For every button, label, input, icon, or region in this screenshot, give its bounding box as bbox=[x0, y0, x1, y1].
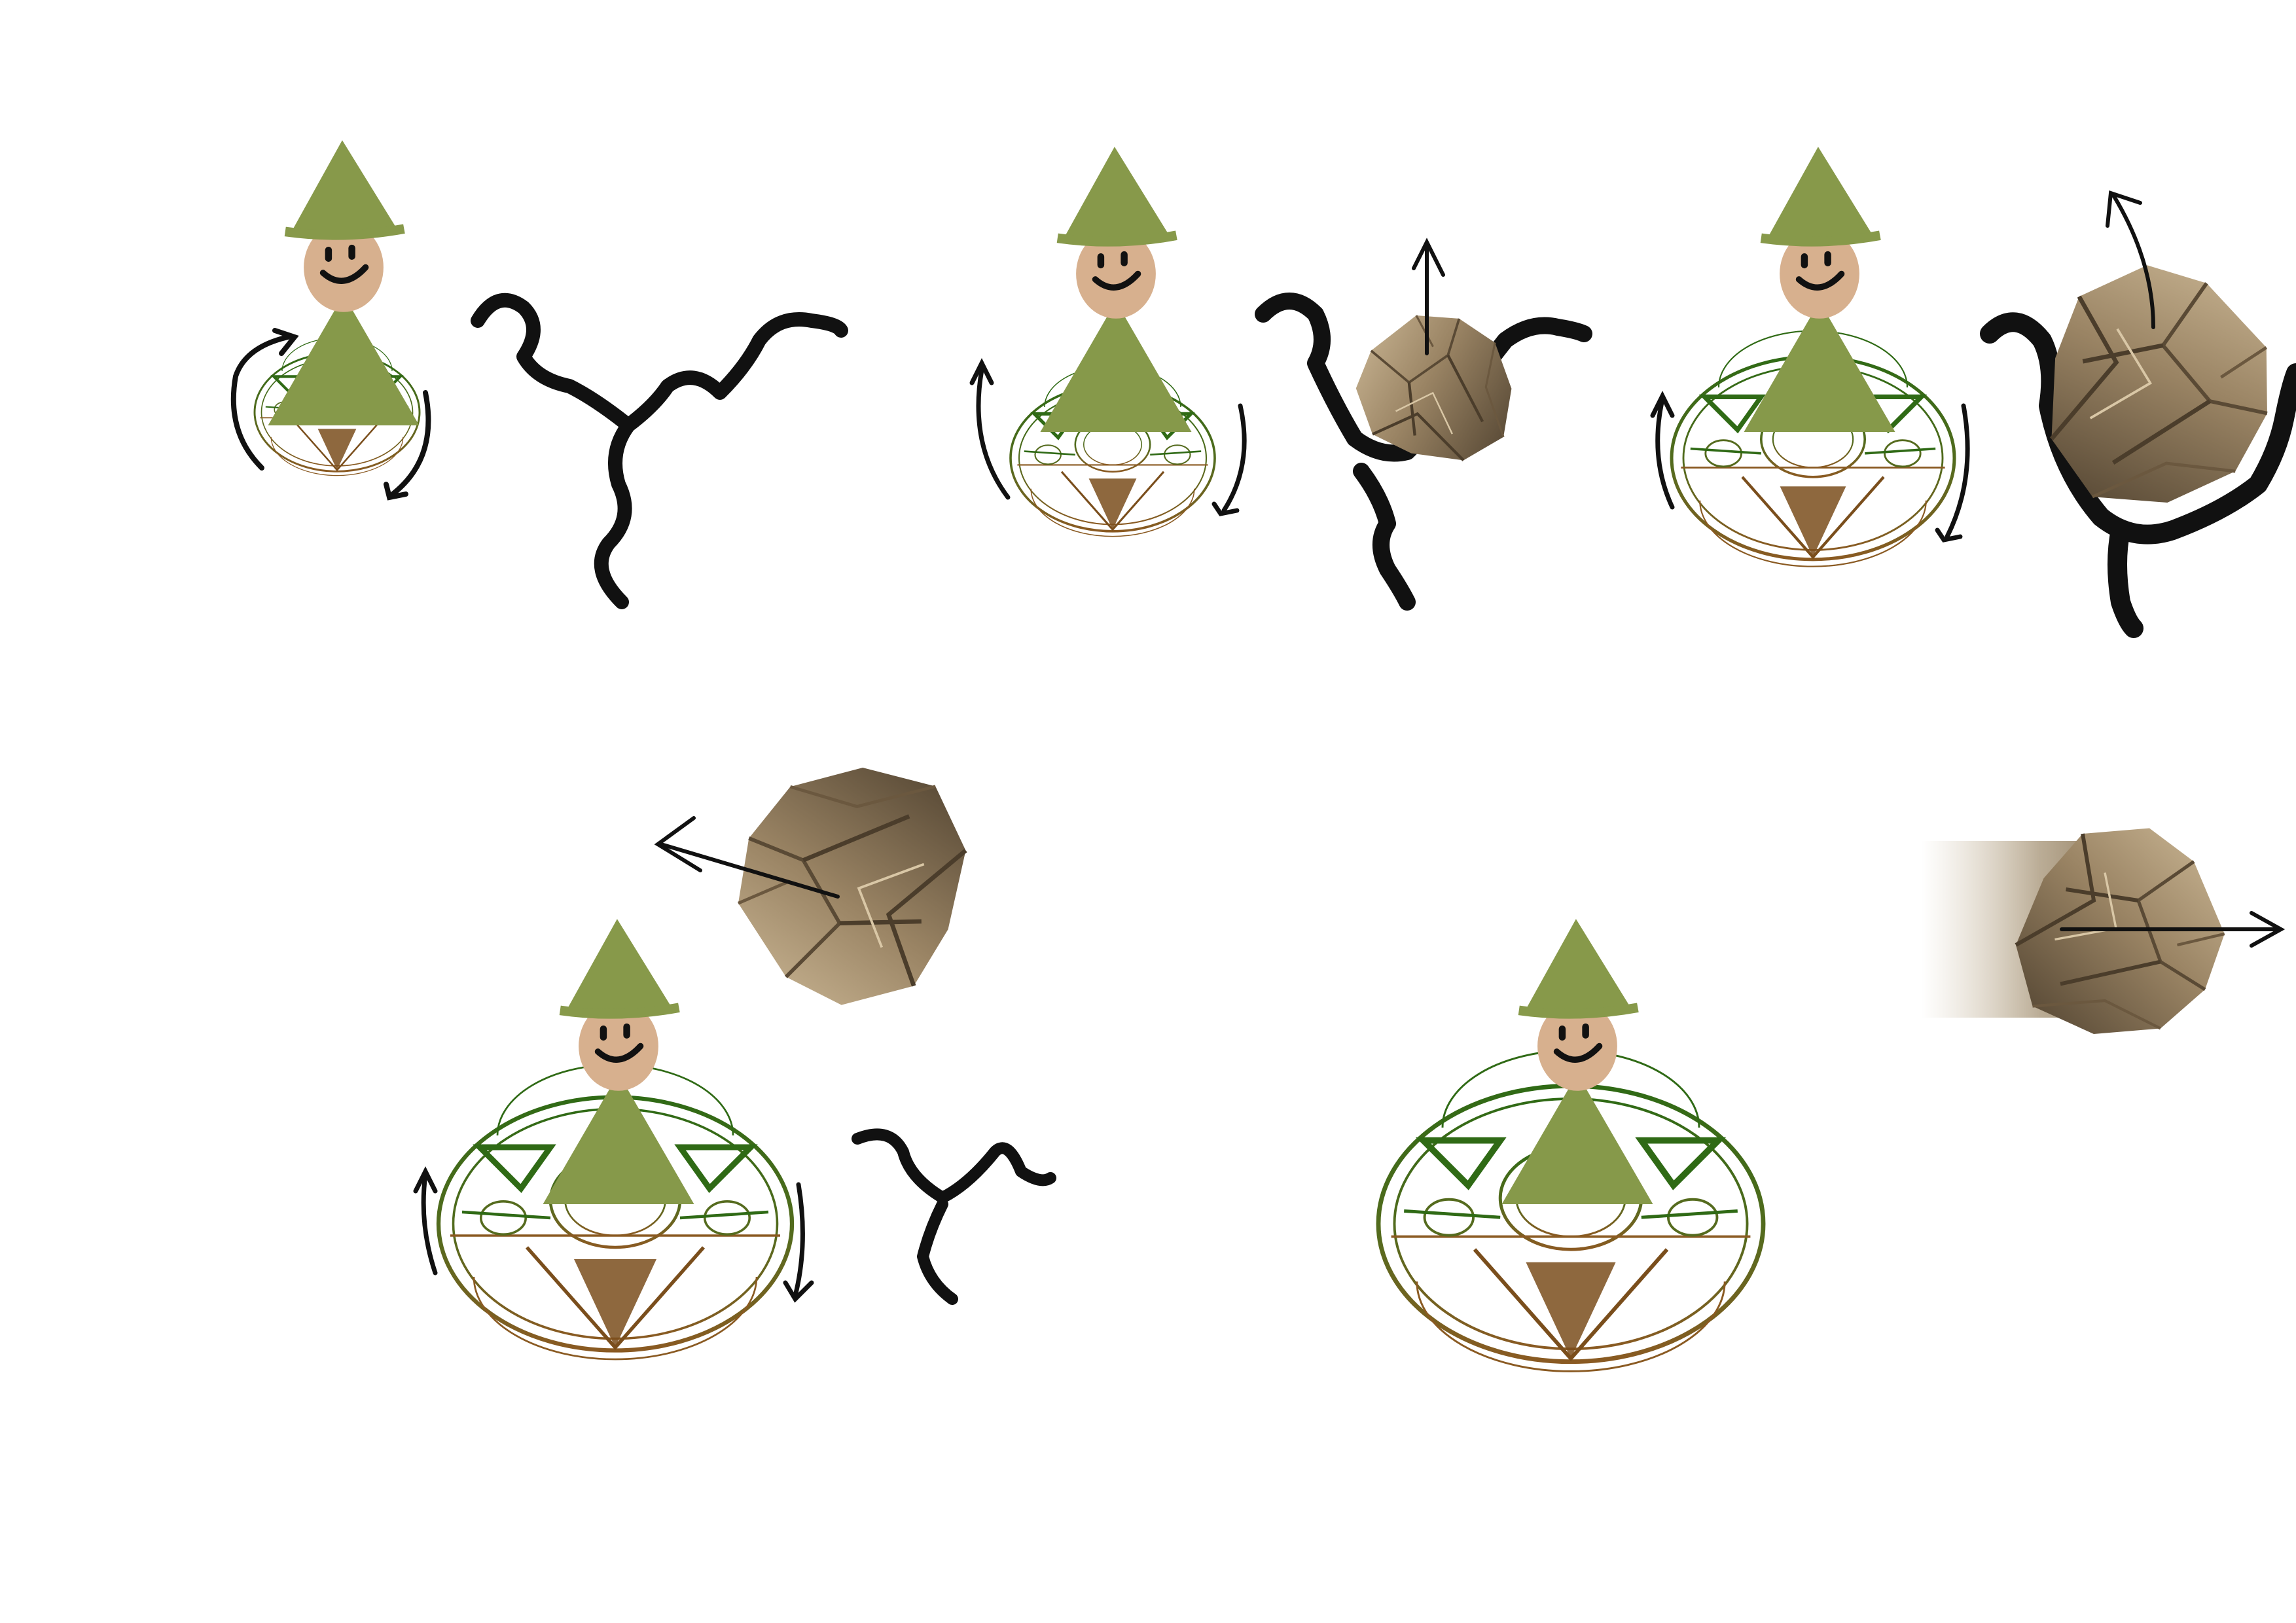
panel-2 bbox=[969, 147, 1592, 611]
panel-3 bbox=[1650, 147, 2296, 638]
panel-1 bbox=[230, 140, 848, 609]
ground-crack-2 bbox=[1255, 293, 1592, 611]
gnome-caster-2 bbox=[1041, 147, 1192, 432]
gnome-caster-1 bbox=[268, 140, 420, 425]
ground-crack-1 bbox=[471, 293, 848, 609]
panel-5 bbox=[1378, 829, 2286, 1372]
gnome-caster-3 bbox=[1744, 147, 1895, 432]
launch-arrow-right bbox=[2060, 911, 2286, 948]
rotation-arrow-right-2 bbox=[1221, 403, 1247, 513]
rotation-arrow-right bbox=[390, 390, 431, 497]
rotation-arrow-left bbox=[230, 334, 291, 471]
gnome-caster-4 bbox=[543, 919, 694, 1204]
rotation-arrow-right-3 bbox=[1945, 403, 1970, 539]
ground-crack-4 bbox=[852, 1128, 1056, 1305]
ground-crack-3 bbox=[1980, 312, 2296, 638]
panel-4 bbox=[413, 753, 1056, 1359]
rotation-arrow-left-4 bbox=[421, 1172, 438, 1275]
up-arrow-2 bbox=[1412, 238, 1445, 355]
rotation-arrow-right-4 bbox=[793, 1182, 805, 1298]
rock-floating bbox=[719, 753, 988, 1020]
gnome-caster-5 bbox=[1502, 919, 1653, 1204]
back-arrow-4 bbox=[654, 816, 840, 899]
rotation-arrow-left-3 bbox=[1655, 397, 1675, 510]
rotation-arrow-left-2 bbox=[976, 367, 1011, 500]
up-arrow-3 bbox=[2106, 190, 2155, 329]
